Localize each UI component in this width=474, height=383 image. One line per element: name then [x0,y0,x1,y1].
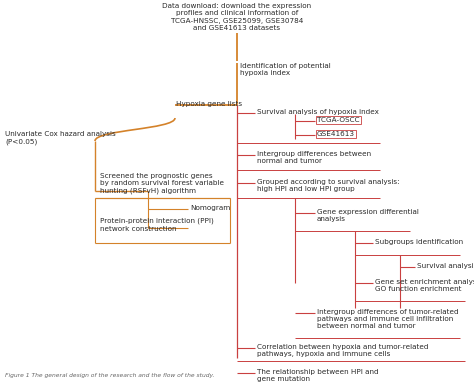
Text: TCGA-OSCC: TCGA-OSCC [317,117,360,123]
Text: The relationship between HPI and
gene mutation: The relationship between HPI and gene mu… [257,369,379,382]
Text: Protein-protein interaction (PPI)
network construction: Protein-protein interaction (PPI) networ… [100,218,214,232]
Text: Data download: download the expression
profiles and clinical information of
TCGA: Data download: download the expression p… [163,3,311,31]
Text: GSE41613: GSE41613 [317,131,355,137]
Text: Survival analysis of hypoxia index: Survival analysis of hypoxia index [257,109,379,115]
Text: Grouped according to survival analysis:
high HPI and low HPI group: Grouped according to survival analysis: … [257,179,400,192]
Text: Intergroup differences of tumor-related
pathways and immune cell infiltration
be: Intergroup differences of tumor-related … [317,309,459,329]
Text: Univariate Cox hazard analysis
(P<0.05): Univariate Cox hazard analysis (P<0.05) [5,131,116,145]
Text: Figure 1 The general design of the research and the flow of the study.: Figure 1 The general design of the resea… [5,373,214,378]
Text: Gene expression differential
analysis: Gene expression differential analysis [317,209,419,222]
Text: TCGA-OSCC: TCGA-OSCC [317,117,360,123]
Text: Identification of potential
hypoxia index: Identification of potential hypoxia inde… [240,63,331,76]
Text: Gene set enrichment analysis and
GO function enrichment: Gene set enrichment analysis and GO func… [375,279,474,292]
Text: Intergroup differences between
normal and tumor: Intergroup differences between normal an… [257,151,371,164]
Text: Screened the prognostic genes
by random survival forest variable
hunting (RSFvH): Screened the prognostic genes by random … [100,173,224,194]
Text: Subgroups identification: Subgroups identification [375,239,463,245]
Text: Correlation between hypoxia and tumor-related
pathways, hypoxia and immune cells: Correlation between hypoxia and tumor-re… [257,344,428,357]
Text: Hypoxia gene lists: Hypoxia gene lists [176,101,242,107]
Text: Nomogram: Nomogram [190,205,230,211]
Text: Survival analysis: Survival analysis [417,263,474,269]
